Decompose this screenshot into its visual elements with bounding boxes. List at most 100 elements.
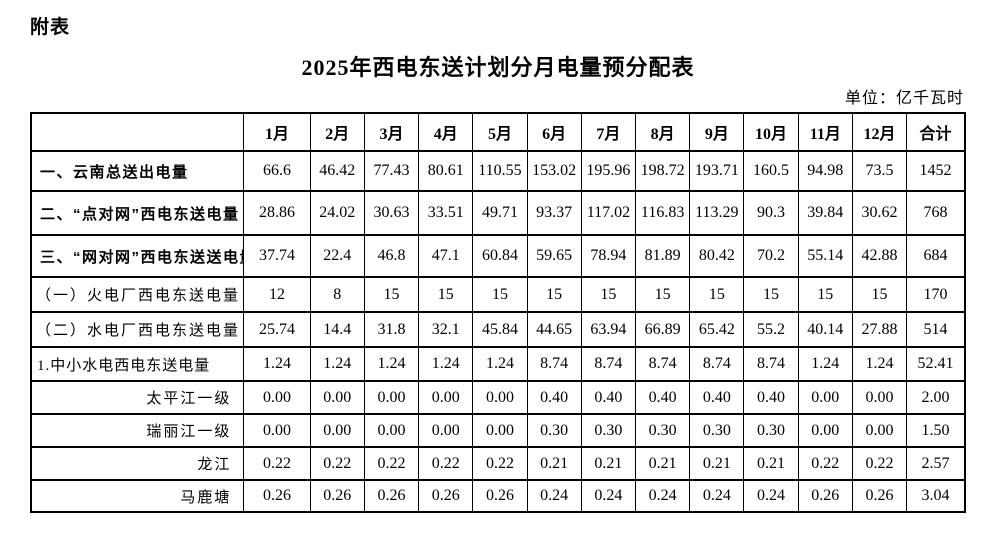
value-cell: 80.61 [418,150,474,192]
value-cell: 0.30 [634,413,691,448]
value-cell: 193.71 [689,150,745,192]
value-cell: 0.00 [797,413,853,448]
value-cell: 0.40 [526,380,582,415]
value-cell: 47.1 [418,234,474,278]
value-cell: 768 [906,190,966,236]
value-cell: 2.00 [906,380,966,415]
value-cell: 0.30 [689,413,745,448]
row-label: 瑞丽江一级 [30,413,245,448]
value-cell: 22.4 [309,234,365,278]
table-row: 三、“网对网”西电东送送电量 37.74 22.4 46.8 47.1 60.84 59.6… [30,234,966,278]
value-cell: 0.21 [743,446,799,481]
value-cell: 0.30 [526,413,582,448]
value-cell: 116.83 [634,190,691,236]
page-title: 2025年西电东送计划分月电量预分配表 [301,55,695,80]
value-cell: 15 [634,276,691,313]
value-cell: 8.74 [580,346,637,382]
value-cell: 28.86 [243,190,311,236]
value-cell: 0.24 [634,479,691,513]
value-cell: 65.42 [689,311,745,348]
value-cell: 63.94 [580,311,637,348]
value-cell: 77.43 [363,150,420,192]
value-cell: 0.00 [243,413,311,448]
value-cell: 40.14 [797,311,853,348]
value-cell: 80.42 [689,234,745,278]
value-cell: 0.22 [797,446,853,481]
table-header-row: 1月 2月 3月 4月 5月 6月 7月 8月 9月 10月 11月 12月 合计 [30,112,966,152]
value-cell: 0.24 [689,479,745,513]
table-row: 瑞丽江一级 0.00 0.00 0.00 0.00 0.00 0.30 0.30 0.30 0.3… [30,413,966,448]
value-cell: 15 [580,276,637,313]
value-cell: 0.00 [363,413,420,448]
value-cell: 15 [363,276,420,313]
value-cell: 12 [243,276,311,313]
row-label: 龙江 [30,446,245,481]
row-label: （一）火电厂西电东送电量 [30,276,245,313]
value-cell: 0.30 [743,413,799,448]
value-cell: 0.24 [526,479,582,513]
value-cell: 0.24 [743,479,799,513]
value-cell: 1.24 [797,346,853,382]
value-cell: 52.41 [906,346,966,382]
row-label: （二）水电厂西电东送电量 [30,311,245,348]
value-cell: 0.00 [472,413,528,448]
row-label: 1.中小水电西电东送电量 [30,346,245,382]
value-cell: 60.84 [472,234,528,278]
value-cell: 25.74 [243,311,311,348]
value-cell: 14.4 [309,311,365,348]
row-label: 马鹿塘 [30,479,245,513]
value-cell: 113.29 [689,190,745,236]
value-cell: 31.8 [363,311,420,348]
value-cell: 15 [689,276,745,313]
value-cell: 78.94 [580,234,637,278]
value-cell: 0.24 [580,479,637,513]
value-cell: 0.26 [309,479,365,513]
value-cell: 1.24 [418,346,474,382]
column-header: 4月 [418,112,474,152]
value-cell: 2.57 [906,446,966,481]
value-cell: 0.22 [309,446,365,481]
value-cell: 514 [906,311,966,348]
value-cell: 0.40 [743,380,799,415]
value-cell: 59.65 [526,234,582,278]
value-cell: 55.2 [743,311,799,348]
row-label: 一、云南总送出电量 [30,150,245,192]
value-cell: 0.00 [363,380,420,415]
table-row: （二）水电厂西电东送电量 25.74 14.4 31.8 32.1 45.84 44.65 6… [30,311,966,348]
value-cell: 0.21 [689,446,745,481]
value-cell: 0.00 [309,413,365,448]
value-cell: 0.40 [634,380,691,415]
value-cell: 198.72 [634,150,691,192]
value-cell: 30.63 [363,190,420,236]
value-cell: 37.74 [243,234,311,278]
value-cell: 66.6 [243,150,311,192]
value-cell: 1.24 [363,346,420,382]
allocation-table-body: 一、云南总送出电量 66.6 46.42 77.43 80.61 110.55 153.02… [30,150,966,513]
value-cell: 1.24 [851,346,908,382]
value-cell: 15 [743,276,799,313]
value-cell: 0.22 [418,446,474,481]
value-cell: 0.26 [797,479,853,513]
value-cell: 0.22 [243,446,311,481]
value-cell: 15 [526,276,582,313]
column-header: 12月 [851,112,908,152]
value-cell: 0.26 [851,479,908,513]
value-cell: 8.74 [526,346,582,382]
value-cell: 170 [906,276,966,313]
table-row: （一）火电厂西电东送电量 12 8 15 15 15 15 15 15 15 15 15 15 170 [30,276,966,313]
column-header: 9月 [689,112,745,152]
column-header: 11月 [797,112,853,152]
value-cell: 33.51 [418,190,474,236]
value-cell: 684 [906,234,966,278]
value-cell: 8.74 [634,346,691,382]
table-row: 龙江 0.22 0.22 0.22 0.22 0.22 0.21 0.21 0.21 0.21 0.… [30,446,966,481]
value-cell: 0.00 [851,380,908,415]
value-cell: 1.24 [472,346,528,382]
allocation-table: 1月 2月 3月 4月 5月 6月 7月 8月 9月 10月 11月 12月 合计 一、云南总送出电量 6… [30,112,966,513]
value-cell: 1452 [906,150,966,192]
column-header: 5月 [472,112,528,152]
value-cell: 0.22 [851,446,908,481]
corner-cell [30,112,245,152]
value-cell: 8.74 [689,346,745,382]
